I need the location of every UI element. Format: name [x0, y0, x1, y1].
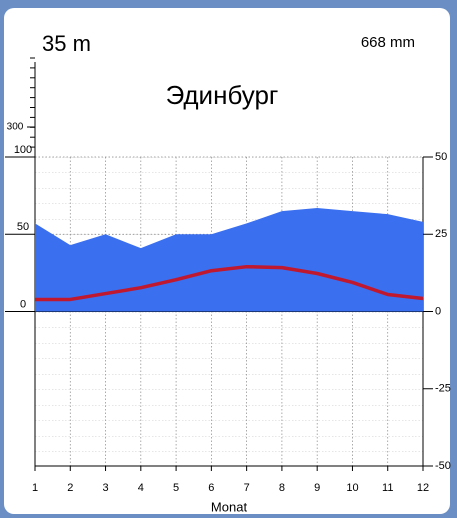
precipitation-area	[35, 207, 423, 312]
y-tick-label: 0	[20, 298, 26, 310]
x-tick-label: 5	[173, 482, 179, 494]
x-tick-label: 8	[279, 482, 285, 494]
y2-tick-label: 25	[435, 228, 447, 240]
x-tick-label: 11	[382, 482, 393, 494]
x-tick-label: 4	[138, 482, 144, 494]
x-axis-label: Monat	[211, 499, 248, 514]
x-tick-label: 12	[417, 482, 429, 494]
x-tick-label: 10	[346, 482, 358, 494]
x-tick-label: 1	[32, 482, 38, 494]
elevation: 35 m	[42, 31, 91, 56]
y-tick-label: 100	[14, 144, 32, 156]
y-tick-label: 50	[17, 221, 29, 233]
x-tick-label: 7	[244, 482, 250, 494]
y2-tick-label: 50	[435, 151, 447, 163]
upper-tick-label: 300	[7, 122, 24, 133]
y2-tick-label: 0	[435, 305, 441, 317]
x-tick-label: 3	[102, 482, 108, 494]
y2-tick-label: -25	[435, 383, 451, 395]
x-tick-label: 2	[67, 482, 73, 494]
station-name: Эдинбург	[166, 80, 279, 110]
x-tick-label: 6	[208, 482, 214, 494]
x-tick-label: 9	[314, 482, 320, 494]
y2-tick-label: -50	[435, 460, 451, 472]
temperature-line	[35, 264, 424, 302]
annual-precipitation: 668 mm	[361, 34, 415, 51]
